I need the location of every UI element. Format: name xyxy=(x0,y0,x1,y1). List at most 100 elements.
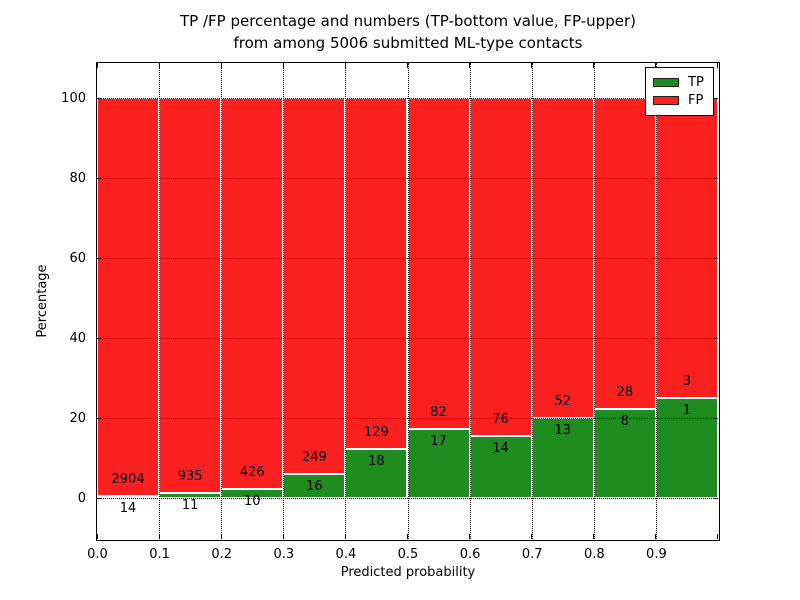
y-tick-label: 20 xyxy=(69,410,86,426)
axis-tick xyxy=(97,337,102,339)
bar-fp xyxy=(655,98,718,398)
axis-tick xyxy=(531,534,533,539)
bar-tp xyxy=(655,398,718,498)
axis-tick xyxy=(713,177,718,179)
axis-tick xyxy=(713,417,718,419)
fp-count-label: 28 xyxy=(616,385,634,401)
x-tick-label: 0.1 xyxy=(149,547,170,562)
axis-tick xyxy=(282,534,284,539)
v-gridline xyxy=(593,63,595,539)
bar-fp xyxy=(469,98,532,436)
axis-tick xyxy=(97,257,102,259)
axis-tick xyxy=(717,63,718,68)
bar-tp xyxy=(469,435,532,498)
bar-fp xyxy=(159,98,222,494)
axis-tick xyxy=(407,63,408,68)
axis-tick xyxy=(655,534,657,539)
axis-tick xyxy=(469,534,471,539)
tp-count-label: 16 xyxy=(306,478,323,494)
x-tick-label: 0.9 xyxy=(646,547,667,562)
bar-tp xyxy=(593,409,656,498)
bar-tp xyxy=(407,429,470,498)
v-gridline xyxy=(221,63,223,539)
x-tick-label: 0.7 xyxy=(521,547,543,562)
axis-tick xyxy=(531,63,533,68)
axis-tick xyxy=(97,497,102,499)
fp-count-label: 426 xyxy=(239,464,265,480)
axis-tick xyxy=(344,63,346,68)
x-tick-label: 0.0 xyxy=(87,547,108,562)
tp-count-label: 17 xyxy=(430,434,447,450)
v-gridline xyxy=(531,63,533,539)
fp-legend-swatch xyxy=(653,96,679,105)
x-tick-label: 0.8 xyxy=(583,547,605,562)
legend: TP FP xyxy=(645,67,714,116)
x-tick-label: 0.2 xyxy=(211,547,233,562)
legend-label-fp: FP xyxy=(688,93,704,108)
axis-tick xyxy=(158,534,160,539)
chart-title-line2: from among 5006 submitted ML-type contac… xyxy=(233,34,583,52)
axis-tick xyxy=(220,534,222,539)
y-axis-label: Percentage xyxy=(35,264,50,338)
fp-count-label: 3 xyxy=(682,374,692,389)
axis-tick xyxy=(593,534,595,539)
axis-tick xyxy=(97,417,102,419)
tp-count-label: 1 xyxy=(682,403,692,418)
fp-count-label: 52 xyxy=(554,394,571,409)
axis-tick xyxy=(282,63,284,68)
tp-count-label: 8 xyxy=(620,414,629,430)
bar-tp xyxy=(97,496,160,499)
axis-tick xyxy=(655,63,657,68)
v-gridline xyxy=(469,63,471,539)
v-gridline xyxy=(345,63,347,539)
y-tick-label: 0 xyxy=(77,490,86,506)
y-tick-label: 60 xyxy=(69,250,86,266)
x-axis-label: Predicted probability xyxy=(340,565,476,580)
axis-tick xyxy=(97,534,98,539)
v-gridline xyxy=(283,63,285,539)
axis-tick xyxy=(713,497,718,499)
bar-fp xyxy=(283,98,346,474)
axis-tick xyxy=(469,63,471,68)
axis-tick xyxy=(97,177,102,179)
axis-tick xyxy=(713,257,718,259)
v-gridline xyxy=(407,63,409,539)
x-tick-label: 0.3 xyxy=(273,547,295,562)
tp-count-label: 14 xyxy=(119,501,137,517)
x-tick-label: 0.6 xyxy=(459,547,481,562)
axis-tick xyxy=(407,534,408,539)
fp-count-label: 82 xyxy=(430,405,447,421)
bar-fp xyxy=(97,98,160,497)
chart-title: TP /FP percentage and numbers (TP-bottom… xyxy=(96,10,720,54)
axis-tick xyxy=(344,534,346,539)
v-gridline xyxy=(655,63,657,539)
y-tick-label: 100 xyxy=(61,90,86,106)
y-tick-label: 40 xyxy=(69,330,86,346)
axis-tick xyxy=(97,63,98,68)
axis-tick xyxy=(713,337,718,339)
chart-title-line1: TP /FP percentage and numbers (TP-bottom… xyxy=(180,12,636,30)
fp-count-label: 2904 xyxy=(111,472,145,488)
bar-fp xyxy=(221,98,284,489)
axis-tick xyxy=(713,97,718,99)
axis-tick xyxy=(593,63,595,68)
fp-count-label: 129 xyxy=(364,425,389,441)
tp-legend-swatch xyxy=(653,78,679,87)
legend-label-tp: TP xyxy=(688,75,704,90)
v-gridline xyxy=(159,63,161,539)
bar-fp xyxy=(593,98,656,410)
bar-tp xyxy=(531,418,594,498)
x-tick-label: 0.4 xyxy=(335,547,357,562)
tp-count-label: 13 xyxy=(554,423,571,438)
legend-entry-tp: TP xyxy=(653,75,706,90)
bar-tp xyxy=(345,449,408,498)
axis-tick xyxy=(717,534,718,539)
bar-fp xyxy=(407,98,470,430)
tp-count-label: 14 xyxy=(492,440,509,456)
tp-count-label: 10 xyxy=(243,493,261,509)
plot-area: TP FP 2904 14 935 11 426 10 249 16 129 18 82 17 76 14… xyxy=(96,62,720,541)
fp-count-label: 249 xyxy=(301,449,327,465)
fp-count-label: 935 xyxy=(177,469,203,485)
tp-count-label: 18 xyxy=(368,454,385,470)
